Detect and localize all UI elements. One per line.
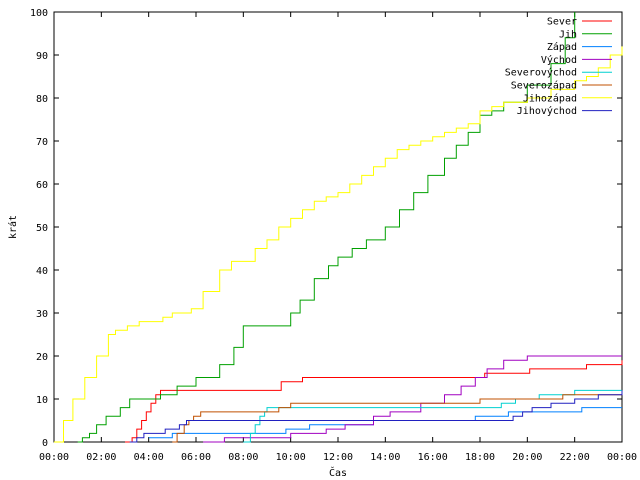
series-lines (54, 12, 623, 443)
y-tick-label: 30 (36, 309, 48, 320)
legend-label: Jihozápad (523, 92, 577, 104)
series-line-jihozápad (54, 46, 623, 443)
legend-label: Severovýchod (505, 67, 577, 79)
x-tick-label: 22:00 (560, 452, 590, 463)
y-tick-label: 70 (36, 137, 48, 148)
x-tick-label: 06:00 (181, 452, 211, 463)
series-line-jihovýchod (129, 390, 623, 443)
y-tick-label: 90 (36, 51, 48, 62)
x-tick-label: 18:00 (465, 452, 495, 463)
x-tick-label: 08:00 (228, 452, 258, 463)
x-tick-label: 16:00 (418, 452, 448, 463)
legend-label: Severozápad (511, 80, 577, 92)
x-tick-label: 00:00 (39, 452, 69, 463)
series-line-sever (125, 360, 623, 443)
x-tick-label: 00:00 (607, 452, 637, 463)
y-tick-label: 10 (36, 395, 48, 406)
x-axis-label: Čas (329, 466, 347, 479)
legend-label: Východ (541, 54, 577, 66)
y-tick-label: 20 (36, 352, 48, 363)
legend: SeverJihZápadVýchodSeverovýchodSeverozáp… (505, 17, 612, 117)
series-line-severovýchod (243, 389, 622, 443)
y-axis-label: krát (7, 215, 19, 239)
x-tick-label: 04:00 (134, 452, 164, 463)
legend-label: Jih (559, 29, 577, 40)
x-tick-label: 02:00 (86, 452, 116, 463)
x-tick-label: 14:00 (370, 452, 400, 463)
x-axis: 00:00 02:00 04:00 06:00 08:00 10:00 12:00 14:00… (39, 12, 637, 463)
series-line-severozápad (172, 394, 622, 443)
legend-label: Jihovýchod (517, 105, 577, 117)
y-tick-label: 50 (36, 223, 48, 234)
legend-label: Sever (547, 17, 577, 28)
x-tick-label: 10:00 (276, 452, 306, 463)
legend-label: Západ (547, 41, 577, 53)
series-line-východ (203, 355, 622, 443)
x-tick-label: 12:00 (323, 452, 353, 463)
y-tick-label: 0 (42, 438, 48, 449)
y-tick-label: 100 (30, 8, 48, 19)
y-tick-label: 40 (36, 266, 48, 277)
y-tick-label: 80 (36, 94, 48, 105)
x-tick-label: 20:00 (512, 452, 542, 463)
series-line-jih (77, 12, 576, 443)
y-tick-label: 60 (36, 180, 48, 191)
